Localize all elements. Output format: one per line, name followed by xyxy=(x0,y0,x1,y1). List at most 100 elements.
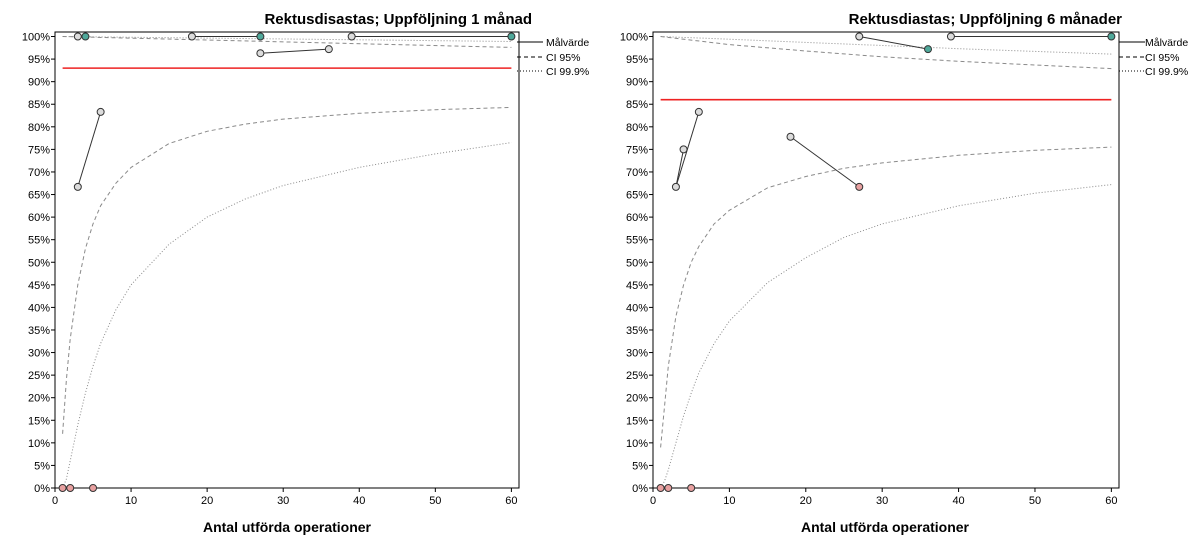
legend-label-ci95: CI 95% xyxy=(546,52,580,64)
ci95-upper-curve xyxy=(660,36,1112,70)
x-tick-label: 30 xyxy=(876,495,888,507)
data-point xyxy=(187,32,196,41)
y-tick-label: 60% xyxy=(28,212,50,224)
y-tick-label: 0% xyxy=(632,483,648,495)
data-point xyxy=(96,107,105,116)
chart-title: Rektusdisastas; Uppföljning 1 månad xyxy=(264,11,532,28)
data-point xyxy=(664,484,673,492)
y-tick-label: 100% xyxy=(620,32,648,44)
data-point xyxy=(58,484,67,492)
data-point xyxy=(81,32,90,41)
y-tick-label: 25% xyxy=(28,370,50,382)
x-tick-label: 20 xyxy=(800,495,812,507)
y-tick-label: 55% xyxy=(626,235,648,247)
data-point xyxy=(73,32,82,41)
data-point xyxy=(679,145,688,154)
data-point xyxy=(507,32,516,41)
ci999-upper-curve xyxy=(62,36,512,42)
data-point xyxy=(256,32,265,41)
x-tick-label: 10 xyxy=(125,495,137,507)
y-tick-label: 95% xyxy=(28,54,50,66)
y-tick-label: 10% xyxy=(626,438,648,450)
ci999-lower-curve xyxy=(62,142,512,489)
x-axis-label: Antal utförda operationer xyxy=(801,519,970,535)
y-tick-label: 75% xyxy=(626,144,648,156)
y-tick-label: 80% xyxy=(28,122,50,134)
trend-segment xyxy=(790,136,860,188)
x-tick-label: 20 xyxy=(201,495,213,507)
y-tick-label: 65% xyxy=(626,190,648,202)
legend-label-ci95: CI 95% xyxy=(1145,52,1179,64)
trend-segment xyxy=(859,36,929,50)
trend-segment xyxy=(260,48,329,54)
y-tick-label: 50% xyxy=(28,257,50,269)
y-tick-label: 65% xyxy=(28,190,50,202)
y-tick-label: 100% xyxy=(22,32,50,44)
y-tick-label: 55% xyxy=(28,235,50,247)
x-tick-label: 40 xyxy=(952,495,964,507)
x-tick-label: 40 xyxy=(353,495,365,507)
data-point xyxy=(73,182,82,191)
y-tick-label: 30% xyxy=(626,348,648,360)
y-tick-label: 80% xyxy=(626,122,648,134)
legend: Målvärde CI 95% CI 99.9% xyxy=(1119,37,1188,78)
chart-panel-1-month: Rektusdisastas; Uppföljning 1 månad Anta… xyxy=(22,11,589,535)
data-point xyxy=(671,182,680,191)
data-point xyxy=(324,45,333,54)
y-tick-label: 15% xyxy=(28,415,50,427)
y-tick-label: 10% xyxy=(28,438,50,450)
data-point xyxy=(946,32,955,41)
legend-label-ci999: CI 99.9% xyxy=(1145,66,1188,78)
chart-panel-6-months: Rektusdiastas; Uppföljning 6 månader Ant… xyxy=(620,11,1188,535)
plot-frame xyxy=(54,31,520,489)
data-point xyxy=(855,182,864,191)
ci95-lower-curve xyxy=(660,146,1112,448)
legend: Målvärde CI 95% CI 99.9% xyxy=(517,37,589,78)
y-tick-label: 40% xyxy=(626,302,648,314)
y-tick-label: 5% xyxy=(34,460,50,472)
x-axis-label: Antal utförda operationer xyxy=(203,519,372,535)
y-tick-label: 75% xyxy=(28,144,50,156)
data-point xyxy=(786,132,795,141)
y-tick-label: 45% xyxy=(626,280,648,292)
y-tick-label: 70% xyxy=(28,167,50,179)
data-point xyxy=(1107,32,1116,41)
x-tick-label: 0 xyxy=(52,495,58,507)
y-tick-label: 15% xyxy=(626,415,648,427)
y-tick-label: 5% xyxy=(632,460,648,472)
data-point xyxy=(347,32,356,41)
data-point xyxy=(256,49,265,58)
y-tick-label: 20% xyxy=(28,393,50,405)
data-point xyxy=(687,484,696,492)
y-tick-label: 40% xyxy=(28,302,50,314)
y-tick-label: 20% xyxy=(626,393,648,405)
ci999-lower-curve xyxy=(660,184,1112,489)
x-tick-label: 50 xyxy=(429,495,441,507)
plot-frame xyxy=(652,31,1120,489)
data-point xyxy=(694,107,703,116)
x-tick-label: 0 xyxy=(650,495,656,507)
y-tick-label: 45% xyxy=(28,280,50,292)
data-point xyxy=(924,45,933,54)
ci999-upper-curve xyxy=(660,36,1112,55)
y-tick-label: 70% xyxy=(626,167,648,179)
ci95-lower-curve xyxy=(62,106,512,434)
y-tick-label: 95% xyxy=(626,54,648,66)
y-tick-label: 35% xyxy=(626,325,648,337)
y-tick-label: 90% xyxy=(28,77,50,89)
y-tick-label: 60% xyxy=(626,212,648,224)
chart-title: Rektusdiastas; Uppföljning 6 månader xyxy=(849,11,1123,28)
trend-segment xyxy=(675,149,685,187)
ci95-upper-curve xyxy=(62,36,512,48)
y-tick-label: 35% xyxy=(28,325,50,337)
y-tick-label: 0% xyxy=(34,483,50,495)
y-tick-label: 50% xyxy=(626,257,648,269)
y-tick-label: 85% xyxy=(28,99,50,111)
legend-label-ci999: CI 99.9% xyxy=(546,66,589,78)
y-tick-label: 85% xyxy=(626,99,648,111)
data-point xyxy=(66,484,75,492)
x-tick-label: 60 xyxy=(1105,495,1117,507)
legend-label-target: Målvärde xyxy=(1145,37,1188,49)
